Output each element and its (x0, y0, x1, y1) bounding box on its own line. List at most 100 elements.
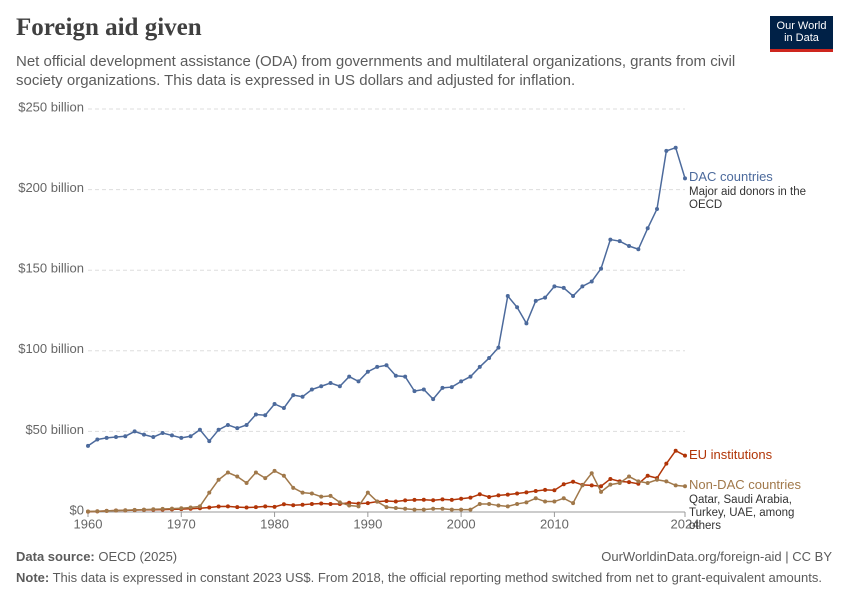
data-point (375, 499, 380, 504)
data-point (515, 501, 520, 506)
data-point (347, 500, 352, 505)
data-point (272, 504, 277, 509)
data-point (272, 468, 277, 473)
data-point (393, 499, 398, 504)
chart-title: Foreign aid given (16, 14, 202, 41)
data-point (263, 476, 268, 481)
data-point (571, 293, 576, 298)
data-point (561, 482, 566, 487)
data-point (496, 493, 501, 498)
data-point (505, 293, 510, 298)
data-point (197, 504, 202, 509)
data-point (365, 501, 370, 506)
y-tick-label: $250 billion (18, 99, 84, 114)
note: Note: This data is expressed in constant… (16, 570, 822, 585)
data-point (673, 483, 678, 488)
data-point (431, 506, 436, 511)
data-point (403, 506, 408, 511)
data-point (412, 389, 417, 394)
y-tick-label: $200 billion (18, 180, 84, 195)
data-point (431, 498, 436, 503)
data-point (627, 244, 632, 249)
data-point (589, 279, 594, 284)
y-tick-label: $50 billion (25, 422, 84, 437)
data-point (123, 434, 128, 439)
data-point (337, 500, 342, 505)
data-point (225, 504, 230, 509)
data-point (599, 489, 604, 494)
data-point (561, 285, 566, 290)
logo-text: Our World (776, 20, 827, 32)
data-point (673, 145, 678, 150)
data-point (449, 497, 454, 502)
data-point (160, 506, 165, 511)
data-point (552, 488, 557, 493)
data-point (347, 503, 352, 508)
data-point (104, 508, 109, 513)
data-point (356, 379, 361, 384)
data-point (449, 385, 454, 390)
data-point (113, 435, 118, 440)
data-point (393, 373, 398, 378)
data-point (683, 176, 687, 181)
data-point (337, 384, 342, 389)
x-tick-label: 1980 (260, 516, 289, 531)
data-point (552, 499, 557, 504)
data-point (104, 435, 109, 440)
data-point (599, 266, 604, 271)
data-point (505, 504, 510, 509)
data-point (188, 505, 193, 510)
logo[interactable]: Our World in Data (770, 16, 833, 52)
data-point (673, 448, 678, 453)
data-point (141, 432, 146, 437)
data-point (571, 501, 576, 506)
data-point (655, 206, 660, 211)
series-label: Non-DAC countries Qatar, Saudi Arabia, Tu… (689, 478, 829, 533)
data-point (608, 482, 613, 487)
data-point (216, 477, 221, 482)
data-point (608, 476, 613, 481)
data-point (253, 505, 258, 510)
data-point (468, 374, 473, 379)
data-point (272, 401, 277, 406)
data-point (645, 226, 650, 231)
series-name: DAC countries (689, 169, 773, 185)
data-point (169, 506, 174, 511)
data-point (552, 284, 557, 289)
data-point (244, 480, 249, 485)
series-name: EU institutions (689, 446, 773, 462)
data-point (487, 501, 492, 506)
data-point (403, 498, 408, 503)
source-text: OECD (2025) (98, 549, 178, 564)
data-point (487, 356, 492, 361)
data-point (328, 381, 333, 386)
source-label: Data source: (16, 549, 95, 564)
data-point (468, 495, 473, 500)
x-tick-label: 1960 (74, 516, 103, 531)
source: Data source: OECD (2025) (16, 549, 177, 564)
data-point (608, 237, 613, 242)
data-point (225, 422, 230, 427)
data-point (328, 493, 333, 498)
data-point (477, 501, 482, 506)
data-point (309, 387, 314, 392)
url[interactable]: OurWorldinData.org/foreign-aid | CC BY (601, 549, 832, 564)
data-point (561, 496, 566, 501)
data-point (683, 453, 687, 458)
data-point (347, 374, 352, 379)
data-point (440, 385, 445, 390)
data-point (440, 506, 445, 511)
y-tick-label: $0 (70, 502, 84, 517)
data-point (132, 507, 137, 512)
data-point (459, 496, 464, 501)
logo-text: in Data (784, 32, 819, 44)
data-point (356, 504, 361, 509)
data-point (188, 434, 193, 439)
data-point (543, 295, 548, 300)
x-tick-label: 2000 (447, 516, 476, 531)
data-point (244, 422, 249, 427)
data-point (123, 508, 128, 513)
data-point (384, 505, 389, 510)
data-point (627, 474, 632, 479)
data-point (645, 473, 650, 478)
